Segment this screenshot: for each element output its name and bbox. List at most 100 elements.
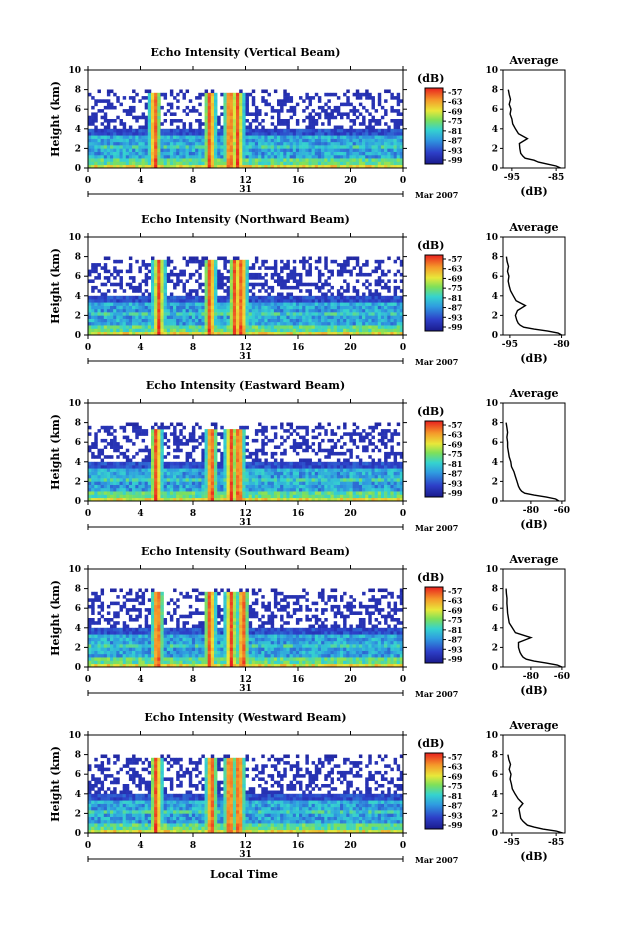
heatmap-cell [223, 256, 227, 261]
heatmap-cell [128, 112, 133, 116]
heatmap-cell [324, 132, 328, 136]
heatmap-cell [223, 302, 227, 306]
heatmap-cell [387, 128, 391, 133]
heatmap-cell [201, 465, 205, 469]
heatmap-cell [157, 302, 161, 306]
heatmap-cell [94, 112, 98, 116]
heatmap-cell [355, 331, 360, 336]
heatmap-cell [349, 164, 353, 169]
heatmap-cell [91, 494, 95, 499]
heatmap-cell [207, 112, 212, 116]
heatmap-cell [217, 331, 221, 336]
heatmap-cell [355, 289, 360, 293]
heatmap-cell [128, 145, 133, 149]
heatmap-cell [198, 154, 202, 159]
heatmap-cell [163, 145, 168, 149]
heatmap-cell [280, 312, 284, 316]
heatmap-cell [321, 282, 325, 287]
heatmap-cell [144, 272, 149, 277]
heatmap-cell [264, 321, 268, 326]
heatmap-cell [135, 497, 139, 502]
colorbar-unit: (dB) [417, 72, 444, 85]
heatmap-cell [399, 158, 404, 162]
heatmap-cell [154, 474, 158, 479]
heatmap-cell [365, 141, 369, 146]
heatmap-cell [198, 461, 202, 466]
heatmap-cell [207, 315, 212, 319]
heatmap-cell [232, 282, 237, 287]
heatmap-cell [214, 455, 218, 459]
heatmap-cell [207, 429, 212, 433]
heatmap-cell [103, 481, 108, 485]
heatmap-cell [125, 438, 130, 443]
heatmap-cell [368, 282, 372, 287]
heatmap-cell [141, 468, 146, 472]
heatmap-cell [346, 256, 350, 261]
heatmap-cell [91, 128, 95, 133]
heatmap-cell [393, 135, 398, 139]
heatmap-cell [103, 276, 108, 280]
heatmap-cell [239, 487, 243, 492]
heatmap-cell [103, 299, 108, 303]
heatmap-cell [229, 435, 234, 440]
heatmap-cell [169, 154, 174, 159]
heatmap-cell [141, 432, 146, 436]
heatmap-cell [132, 471, 136, 476]
heatmap-cell [94, 161, 98, 166]
heatmap-cell [324, 266, 328, 270]
heatmap-cell [292, 461, 297, 466]
heatmap-cell [374, 269, 379, 274]
heatmap-cell [154, 321, 158, 326]
heatmap-cell [103, 125, 108, 130]
heatmap-cell [169, 321, 174, 326]
heatmap-cell [122, 164, 127, 169]
heatmap-cell [387, 318, 391, 323]
heatmap-cell [362, 92, 366, 97]
heatmap-cell [340, 148, 344, 152]
heatmap-cell [380, 318, 385, 323]
heatmap-cell [270, 451, 275, 456]
heatmap-cell [302, 318, 306, 323]
heatmap-cell [176, 491, 180, 495]
heatmap-cell [242, 474, 246, 479]
heatmap-cell [399, 259, 404, 264]
heatmap-cell [239, 497, 243, 502]
heatmap-cell [100, 438, 105, 443]
heatmap-cell [314, 325, 319, 329]
heatmap-cell [151, 299, 155, 303]
heatmap-cell [377, 145, 382, 149]
heatmap-cell [198, 122, 202, 126]
heatmap-cell [94, 263, 98, 267]
heatmap-cell [267, 484, 271, 489]
heatmap-cell [122, 109, 127, 113]
heatmap-cell [88, 92, 92, 97]
heatmap-cell [182, 135, 186, 139]
heatmap-cell [147, 331, 152, 336]
heatmap-cell [157, 151, 161, 156]
heatmap-cell [280, 161, 284, 166]
heatmap-cell [365, 125, 369, 130]
heatmap-cell [355, 263, 360, 267]
heatmap-cell [280, 266, 284, 270]
heatmap-cell [283, 491, 287, 495]
heatmap-cell [157, 429, 161, 433]
average-y-tick-label: 8 [492, 253, 498, 263]
heatmap-cell [384, 299, 388, 303]
heatmap-cell [141, 471, 146, 476]
heatmap-cell [191, 308, 196, 313]
heatmap-cell [151, 295, 155, 300]
heatmap-cell [106, 89, 111, 94]
heatmap-cell [201, 161, 205, 166]
heatmap-cell [185, 112, 190, 116]
heatmap-cell [362, 321, 366, 326]
heatmap-cell [195, 461, 199, 466]
heatmap-cell [358, 269, 363, 274]
heatmap-cell [236, 276, 240, 280]
heatmap-cell [362, 128, 366, 133]
heatmap-cell [270, 481, 275, 485]
heatmap-cell [286, 315, 290, 319]
heatmap-cell [154, 315, 158, 319]
heatmap-cell [179, 331, 183, 336]
heatmap-cell [226, 481, 231, 485]
heatmap-cell [100, 308, 105, 313]
